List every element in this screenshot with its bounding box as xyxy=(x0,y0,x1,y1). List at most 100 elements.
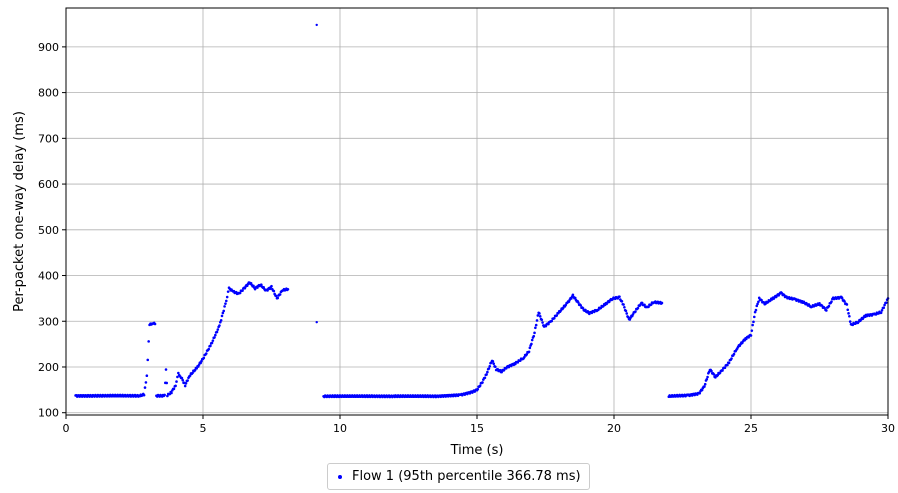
data-point xyxy=(500,370,503,374)
x-tick-label: 15 xyxy=(470,422,484,435)
data-point xyxy=(476,387,480,391)
data-point xyxy=(647,305,650,309)
data-point xyxy=(552,316,556,320)
data-point xyxy=(625,312,629,315)
data-point xyxy=(481,381,484,384)
data-point xyxy=(487,367,491,370)
data-point xyxy=(541,321,544,324)
data-point xyxy=(186,379,189,382)
data-point xyxy=(703,385,706,388)
data-point xyxy=(213,336,216,339)
x-tick-label: 20 xyxy=(607,422,621,435)
data-point xyxy=(660,301,664,305)
data-point xyxy=(712,373,716,376)
x-tick-label: 0 xyxy=(63,422,70,435)
data-point xyxy=(221,311,225,315)
data-point xyxy=(525,353,529,356)
data-point xyxy=(840,296,844,300)
data-point xyxy=(183,384,187,388)
data-point xyxy=(204,352,208,355)
x-tick-label: 30 xyxy=(881,422,895,435)
y-axis-label: Per-packet one-way delay (ms) xyxy=(12,111,27,312)
data-point xyxy=(533,331,536,335)
data-point xyxy=(485,373,488,376)
data-point xyxy=(172,387,176,391)
data-point xyxy=(755,304,759,308)
data-point xyxy=(202,356,206,360)
data-point xyxy=(144,381,148,384)
data-point xyxy=(636,306,640,310)
axis-ticks: 0 5 10 15 20 25 30 100 200 300 400 500 600 700 800 900 xyxy=(38,41,895,435)
data-point xyxy=(624,309,628,313)
data-point xyxy=(210,341,214,345)
data-point xyxy=(153,322,157,326)
data-point xyxy=(540,318,544,322)
data-point xyxy=(880,309,884,312)
data-point xyxy=(146,358,150,362)
data-point xyxy=(882,306,886,310)
data-point xyxy=(223,305,226,308)
y-tick-label: 500 xyxy=(38,224,59,237)
y-tick-label: 100 xyxy=(38,407,59,420)
data-point xyxy=(180,376,184,380)
data-point xyxy=(845,303,849,306)
data-point xyxy=(532,334,536,338)
data-point xyxy=(757,300,760,304)
data-point xyxy=(567,300,571,303)
data-point xyxy=(649,303,653,306)
data-point xyxy=(547,322,550,326)
data-point xyxy=(727,361,731,365)
legend: Flow 1 (95th percentile 366.78 ms) xyxy=(327,463,590,490)
data-point xyxy=(260,283,263,286)
data-point xyxy=(200,359,203,363)
data-point xyxy=(483,376,487,380)
data-point xyxy=(514,362,517,366)
data-point xyxy=(726,363,729,367)
data-point xyxy=(534,326,537,330)
data-point xyxy=(211,339,215,342)
data-point xyxy=(577,301,580,304)
x-tick-label: 5 xyxy=(200,422,207,435)
data-point xyxy=(170,391,173,395)
data-point xyxy=(555,314,559,317)
x-axis-label: Time (s) xyxy=(450,443,504,458)
data-point xyxy=(573,296,577,300)
data-point xyxy=(754,308,758,312)
data-point xyxy=(262,285,265,289)
data-point xyxy=(207,347,211,351)
data-point xyxy=(721,369,724,372)
data-point xyxy=(226,290,230,293)
data-point xyxy=(147,340,150,343)
grid-lines xyxy=(66,8,888,415)
data-point xyxy=(830,300,833,303)
y-tick-label: 300 xyxy=(38,315,59,328)
data-point xyxy=(165,381,168,385)
data-point xyxy=(222,309,226,313)
data-point xyxy=(276,296,280,300)
data-point xyxy=(270,284,273,288)
data-point xyxy=(530,338,534,342)
data-point xyxy=(732,352,736,356)
data-point xyxy=(757,296,761,300)
data-point xyxy=(884,301,888,304)
data-point xyxy=(175,380,178,383)
data-point xyxy=(241,289,244,292)
data-point xyxy=(166,394,169,398)
data-point xyxy=(710,369,713,373)
data-point xyxy=(216,328,220,331)
data-point xyxy=(224,302,227,305)
data-point xyxy=(760,298,763,302)
data-point xyxy=(883,303,886,307)
legend-marker xyxy=(338,474,342,479)
data-point xyxy=(478,384,482,388)
data-point xyxy=(818,302,821,305)
data-point xyxy=(184,382,188,385)
data-point xyxy=(315,320,318,324)
data-point xyxy=(825,309,828,312)
data-point xyxy=(193,368,197,372)
data-point xyxy=(703,382,707,386)
y-tick-label: 800 xyxy=(38,87,59,100)
data-point xyxy=(751,323,754,327)
data-point xyxy=(623,305,626,309)
data-point xyxy=(848,314,851,318)
